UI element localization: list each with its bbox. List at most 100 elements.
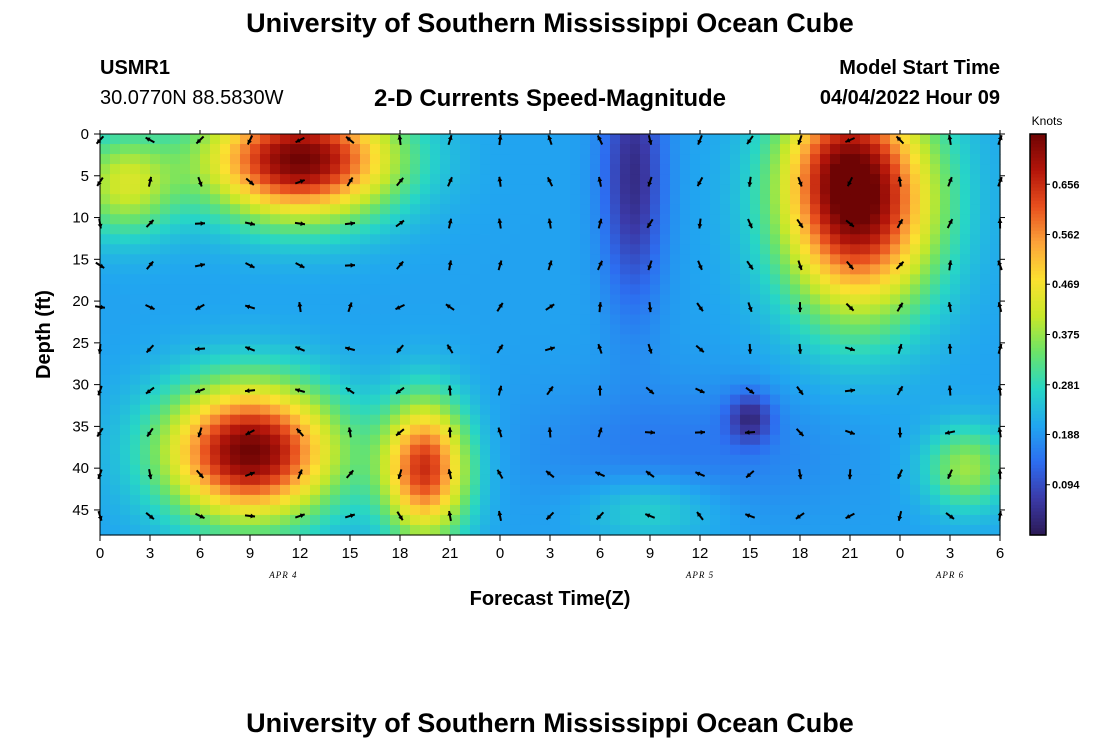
heatmap-cell xyxy=(890,464,901,476)
heatmap-cell xyxy=(750,394,761,406)
heatmap-cell xyxy=(340,484,351,496)
heatmap-cell xyxy=(710,204,721,215)
heatmap-cell xyxy=(930,314,941,326)
heatmap-cell xyxy=(140,474,151,486)
heatmap-cell xyxy=(130,384,141,396)
vector-head xyxy=(445,304,451,309)
heatmap-cell xyxy=(410,304,421,316)
heatmap-cell xyxy=(630,374,641,386)
heatmap-cell xyxy=(420,524,431,536)
colorbar-segment xyxy=(1030,471,1046,476)
heatmap-cell xyxy=(690,404,701,416)
heatmap-cell xyxy=(830,134,841,145)
heatmap-cell xyxy=(660,204,671,215)
heatmap-cell xyxy=(850,244,861,255)
heatmap-cell xyxy=(350,374,361,386)
heatmap-cell xyxy=(280,384,291,396)
heatmap-cell xyxy=(240,484,251,496)
vector-head xyxy=(798,222,803,228)
heatmap-cell xyxy=(920,524,931,536)
heatmap-cell xyxy=(880,214,891,225)
heatmap-cell xyxy=(910,434,921,446)
heatmap-cell xyxy=(610,234,621,245)
heatmap-cell xyxy=(490,444,501,456)
vector-head xyxy=(347,302,353,308)
heatmap-cell xyxy=(810,144,821,155)
heatmap-cell xyxy=(240,464,251,476)
heatmap-cell xyxy=(390,394,401,406)
heatmap-cell xyxy=(810,304,821,316)
heatmap-cell xyxy=(430,364,441,376)
heatmap-cell xyxy=(510,154,521,165)
heatmap-cell xyxy=(630,344,641,356)
heatmap-cell xyxy=(670,284,681,296)
heatmap-cell xyxy=(390,354,401,366)
vector-head xyxy=(897,473,902,479)
heatmap-cell xyxy=(440,364,451,376)
heatmap-cell xyxy=(140,154,151,165)
heatmap-cell xyxy=(180,514,191,526)
heatmap-cell xyxy=(540,174,551,185)
heatmap-cell xyxy=(360,234,371,245)
heatmap-cell xyxy=(420,504,431,516)
heatmap-cell xyxy=(840,264,851,275)
heatmap-cell xyxy=(610,394,621,406)
heatmap-cell xyxy=(170,524,181,536)
heatmap-cell xyxy=(690,214,701,225)
heatmap-cell xyxy=(710,334,721,346)
heatmap-cell xyxy=(730,474,741,486)
heatmap-cell xyxy=(940,374,951,386)
heatmap-cell xyxy=(400,424,411,436)
heatmap-cell xyxy=(650,494,661,506)
heatmap-cell xyxy=(980,524,991,536)
heatmap-cell xyxy=(310,144,321,155)
heatmap-cell xyxy=(320,324,331,336)
heatmap-cell xyxy=(820,244,831,255)
heatmap-cell xyxy=(190,444,201,456)
heatmap-cell xyxy=(740,414,751,426)
vector-head xyxy=(497,176,503,182)
heatmap-cell xyxy=(950,384,961,396)
heatmap-cell xyxy=(680,374,691,386)
heatmap-cell xyxy=(130,404,141,416)
current-vector xyxy=(294,221,306,226)
heatmap-cell xyxy=(200,164,211,175)
current-vector xyxy=(546,176,554,187)
heatmap-cell xyxy=(830,334,841,346)
heatmap-cell xyxy=(850,384,861,396)
heatmap-cell xyxy=(820,254,831,265)
heatmap-cell xyxy=(650,394,661,406)
heatmap-cell xyxy=(910,404,921,416)
heatmap-cell xyxy=(110,254,121,265)
heatmap-cell xyxy=(640,314,651,326)
heatmap-cell xyxy=(670,244,681,255)
heatmap-cell xyxy=(470,414,481,426)
heatmap-cell xyxy=(280,144,291,155)
colorbar-segment xyxy=(1030,334,1046,339)
heatmap-cell xyxy=(750,434,761,446)
heatmap-cell xyxy=(640,354,651,366)
heatmap-cell xyxy=(790,244,801,255)
current-vector xyxy=(147,469,153,480)
heatmap-cell xyxy=(850,494,861,506)
heatmap-cell xyxy=(960,194,971,205)
heatmap-cell xyxy=(480,524,491,536)
heatmap-cell xyxy=(510,354,521,366)
heatmap-cell xyxy=(540,284,551,296)
heatmap-cell xyxy=(230,314,241,326)
heatmap-cell xyxy=(520,454,531,466)
heatmap-cell xyxy=(830,484,841,496)
heatmap-cell xyxy=(980,274,991,285)
heatmap-cell xyxy=(260,384,271,396)
heatmap-cell xyxy=(180,214,191,225)
current-vector xyxy=(597,302,603,313)
heatmap-cell xyxy=(750,494,761,506)
heatmap-cell xyxy=(220,234,231,245)
heatmap-cell xyxy=(980,134,991,145)
heatmap-cell xyxy=(430,494,441,506)
heatmap-cell xyxy=(610,274,621,285)
colorbar-segment xyxy=(1030,284,1046,289)
heatmap-cell xyxy=(650,404,661,416)
heatmap-cell xyxy=(210,344,221,356)
heatmap-cell xyxy=(690,414,701,426)
